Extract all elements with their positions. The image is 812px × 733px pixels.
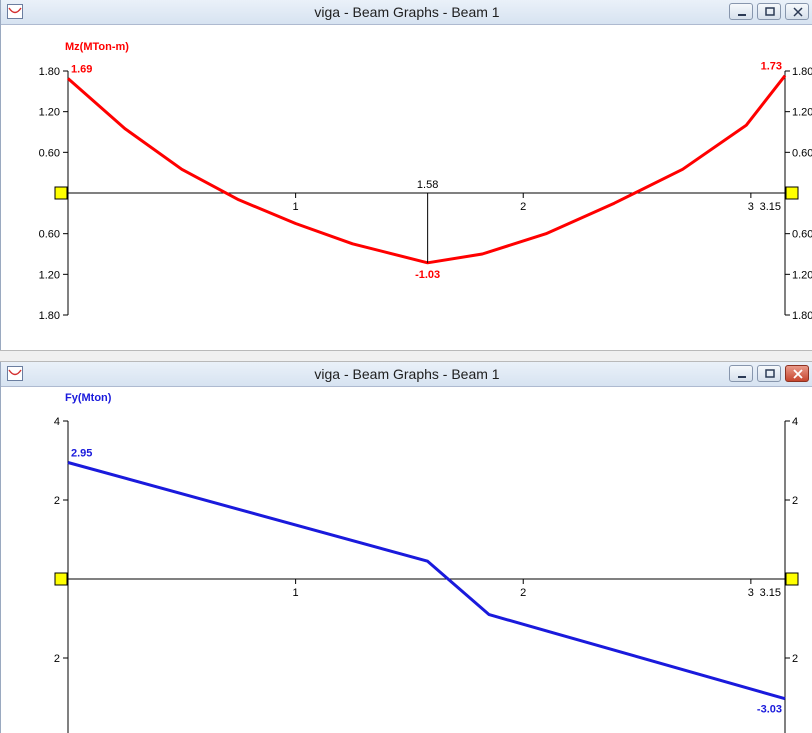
left-y-tick-label: 1.80 bbox=[39, 66, 60, 78]
left-y-tick-label: 1.80 bbox=[39, 310, 60, 322]
close-icon bbox=[793, 369, 803, 379]
title-bar[interactable]: viga - Beam Graphs - Beam 1 bbox=[1, 0, 812, 25]
minimize-button[interactable] bbox=[729, 365, 753, 382]
end-value-label: 1.73 bbox=[761, 61, 782, 73]
beam-graph-icon bbox=[7, 4, 23, 19]
y-axis-label: Mz(MTon-m) bbox=[65, 41, 129, 53]
x-tick-label: 3 bbox=[748, 587, 754, 599]
minimize-button[interactable] bbox=[729, 3, 753, 20]
maximize-button[interactable] bbox=[757, 3, 781, 20]
right-y-tick-label: 0.60 bbox=[792, 147, 812, 159]
maximize-icon bbox=[765, 7, 775, 16]
window-title: viga - Beam Graphs - Beam 1 bbox=[314, 4, 500, 20]
x-end-label: 3.15 bbox=[760, 587, 781, 599]
window-separator bbox=[0, 350, 812, 362]
left-y-tick-label: 2 bbox=[54, 653, 60, 665]
data-series-line bbox=[67, 461, 786, 701]
end-value-label: -3.03 bbox=[757, 704, 782, 716]
left-y-tick-label: 1.20 bbox=[39, 107, 60, 119]
title-bar[interactable]: viga - Beam Graphs - Beam 1 bbox=[1, 362, 812, 387]
right-y-tick-label: 1.20 bbox=[792, 269, 812, 281]
left-y-tick-label: 0.60 bbox=[39, 229, 60, 241]
window-title: viga - Beam Graphs - Beam 1 bbox=[314, 366, 500, 382]
right-y-tick-label: 1.80 bbox=[792, 310, 812, 322]
moment-chart: Mz(MTon-m) 1.80 1.80 1.20 1.20 0.60 0.60 1 2 0.6… bbox=[39, 41, 812, 322]
left-y-tick-label: 2 bbox=[54, 495, 60, 507]
data-series-line bbox=[67, 74, 787, 265]
beam-graph-icon bbox=[7, 366, 23, 381]
left-support-handle[interactable] bbox=[54, 186, 68, 200]
close-button[interactable] bbox=[785, 3, 809, 20]
x-tick-label: 1 bbox=[293, 587, 299, 599]
right-support-handle[interactable] bbox=[785, 186, 799, 200]
left-y-tick-label: 0.60 bbox=[39, 147, 60, 159]
right-y-tick-label: 4 bbox=[792, 416, 798, 428]
left-y-tick-label: 4 bbox=[54, 416, 60, 428]
left-y-tick-label: 1.20 bbox=[39, 269, 60, 281]
close-button[interactable] bbox=[785, 365, 809, 382]
right-y-tick-label: 2 bbox=[792, 495, 798, 507]
x-tick-label: 1 bbox=[293, 201, 299, 213]
right-y-tick-label: 0.60 bbox=[792, 229, 812, 241]
minimize-icon bbox=[738, 376, 746, 378]
left-support-handle[interactable] bbox=[54, 572, 68, 586]
maximize-icon bbox=[765, 369, 775, 378]
right-support-handle[interactable] bbox=[785, 572, 799, 586]
right-y-tick-label: 1.80 bbox=[792, 66, 812, 78]
moment-graph-window: viga - Beam Graphs - Beam 1 Mz(MTon-m) 1… bbox=[0, 0, 812, 350]
x-tick-label: 2 bbox=[520, 201, 526, 213]
shear-graph-window: viga - Beam Graphs - Beam 1 Fy(Mton) 4 4 2… bbox=[0, 362, 812, 733]
start-value-label: 1.69 bbox=[71, 63, 92, 75]
y-axis-label: Fy(Mton) bbox=[65, 392, 112, 404]
maximize-button[interactable] bbox=[757, 365, 781, 382]
marker-x-label: 1.58 bbox=[417, 179, 438, 191]
right-y-tick-label: 2 bbox=[792, 653, 798, 665]
x-tick-label: 3 bbox=[748, 201, 754, 213]
start-value-label: 2.95 bbox=[71, 447, 92, 459]
minimize-icon bbox=[738, 14, 746, 16]
min-value-label: -1.03 bbox=[415, 269, 440, 281]
x-tick-label: 2 bbox=[520, 587, 526, 599]
x-end-label: 3.15 bbox=[760, 201, 781, 213]
close-icon bbox=[793, 7, 803, 17]
right-y-tick-label: 1.20 bbox=[792, 107, 812, 119]
shear-chart: Fy(Mton) 44221222441233.152.95-3.03 bbox=[54, 392, 799, 733]
